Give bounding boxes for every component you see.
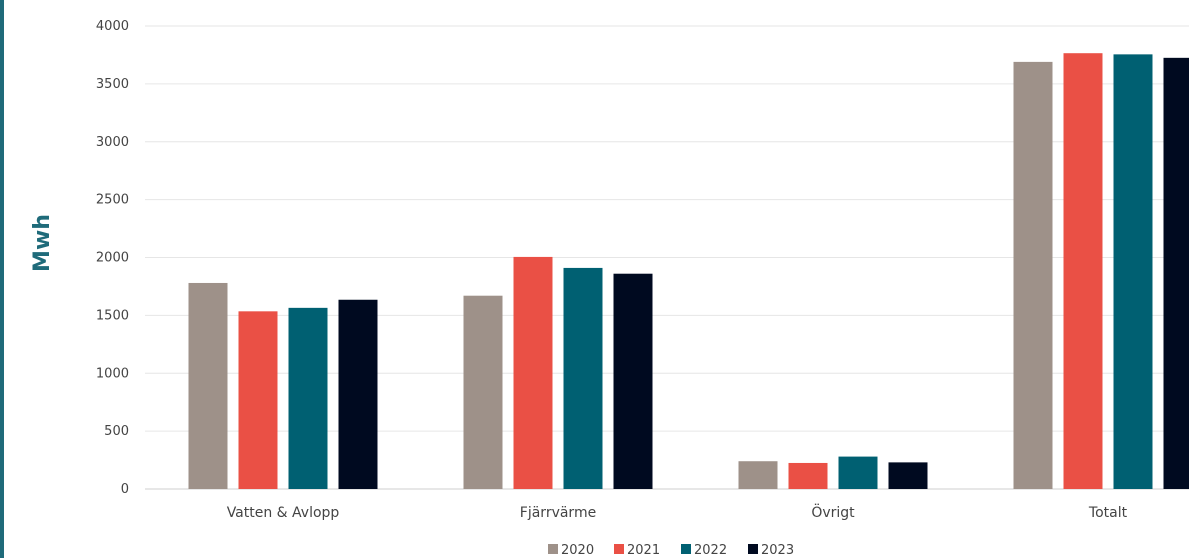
bar-2023-0	[338, 299, 378, 489]
bar-2020-2	[738, 461, 778, 489]
x-category-label: Vatten & Avlopp	[227, 505, 340, 521]
y-tick-label: 2500	[96, 193, 129, 208]
left-border-accent	[0, 0, 4, 558]
x-axis-categories: Vatten & Avlopp Fjärrvärme Övrigt Totalt	[227, 503, 1128, 521]
y-axis-label: Mwh	[30, 214, 55, 272]
legend-swatch-2023	[748, 544, 758, 554]
y-tick-label: 3000	[96, 135, 129, 150]
bar-2020-3	[1013, 61, 1053, 489]
y-axis-ticks: 0 500 1000 1500 2000 2500 3000 3500 4000	[96, 19, 129, 497]
legend-swatch-2022	[681, 544, 691, 554]
bar-2021-1	[513, 256, 553, 489]
bar-2020-0	[188, 282, 228, 489]
bar-2022-0	[288, 307, 328, 489]
legend-swatch-2020	[548, 544, 558, 554]
x-category-label: Fjärrvärme	[520, 505, 596, 521]
y-tick-label: 500	[104, 424, 129, 439]
legend-swatch-2021	[614, 544, 624, 554]
y-tick-label: 3500	[96, 77, 129, 92]
bar-2022-1	[563, 267, 603, 489]
bar-2022-3	[1113, 54, 1153, 489]
x-category-label: Totalt	[1088, 505, 1128, 521]
bar-2022-2	[838, 456, 878, 489]
bar-2021-0	[238, 311, 278, 489]
bar-2023-2	[888, 462, 928, 489]
y-tick-label: 2000	[96, 251, 129, 266]
legend-label-2023: 2023	[761, 543, 794, 558]
bars	[188, 53, 1189, 490]
x-category-label: Övrigt	[811, 503, 855, 521]
bar-2020-1	[463, 295, 503, 489]
bar-2023-1	[613, 273, 653, 489]
y-tick-label: 1000	[96, 366, 129, 381]
legend-label-2020: 2020	[561, 543, 594, 558]
bar-2023-3	[1163, 57, 1189, 490]
bar-2021-3	[1063, 53, 1103, 490]
bar-2021-2	[788, 462, 828, 489]
legend: 2020 2021 2022 2023	[548, 543, 794, 558]
legend-label-2022: 2022	[694, 543, 727, 558]
y-tick-label: 4000	[96, 19, 129, 34]
y-tick-label: 0	[121, 482, 129, 497]
legend-label-2021: 2021	[627, 543, 660, 558]
y-tick-label: 1500	[96, 308, 129, 323]
